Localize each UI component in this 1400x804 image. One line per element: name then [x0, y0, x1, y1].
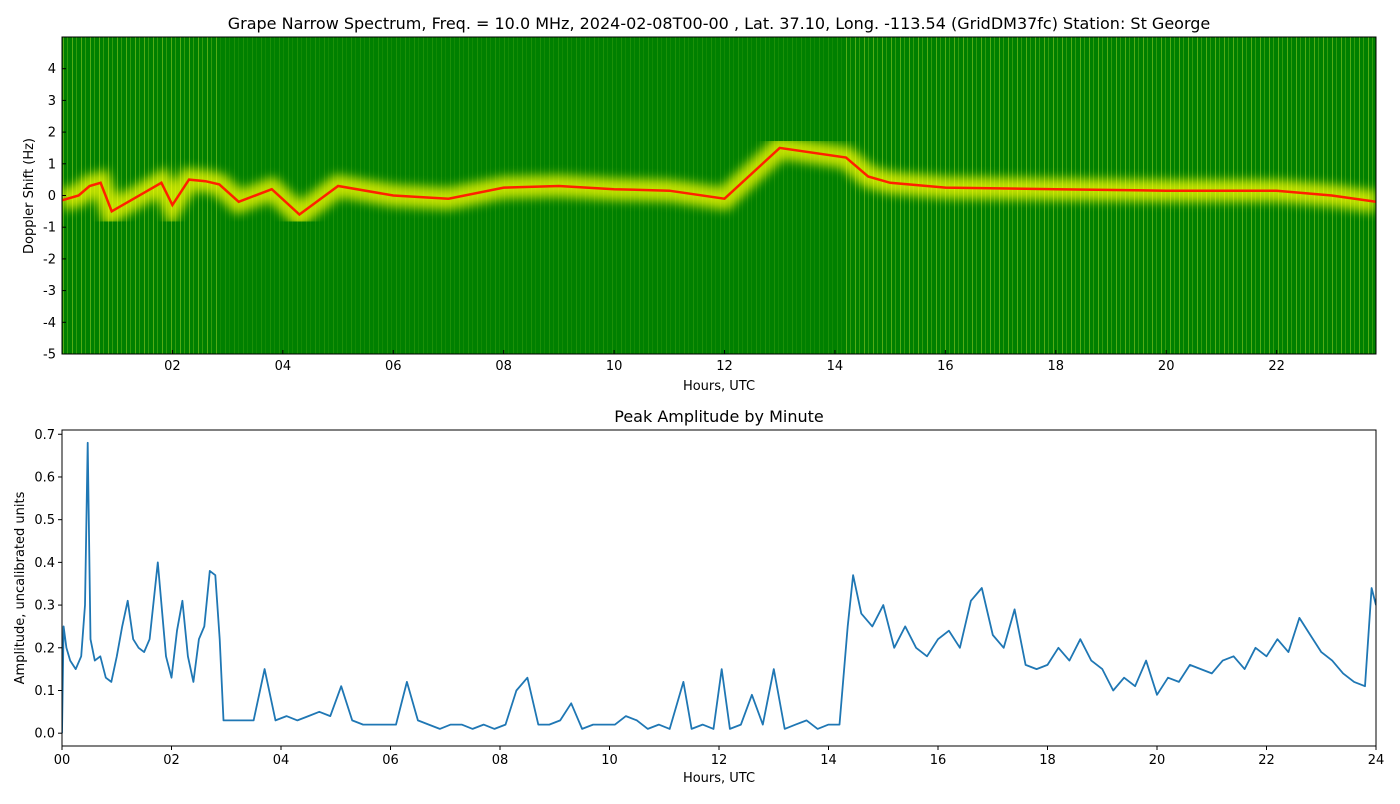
- amplitude-x-tick-label: 24: [1368, 753, 1385, 768]
- amplitude-x-tick-label: 18: [1039, 753, 1056, 768]
- amplitude-x-tick-label: 02: [163, 753, 180, 768]
- amplitude-y-label: Amplitude, uncalibrated units: [13, 491, 28, 684]
- spectrum-y-tick-label: 4: [48, 62, 56, 77]
- amplitude-panel: Peak Amplitude by Minute 00 02 04 06 08 10 12 1…: [13, 407, 1384, 786]
- series-line-amplitude: [62, 441, 1376, 734]
- amplitude-title: Peak Amplitude by Minute: [614, 407, 824, 426]
- spectrum-plot-area: [62, 37, 1376, 354]
- spectrum-y-tick-label: -2: [43, 252, 56, 267]
- amplitude-y-tick-label: 0.3: [34, 599, 55, 614]
- spectrum-y-tick-label: -1: [43, 221, 56, 236]
- spectrum-y-tick-label: 2: [48, 126, 56, 141]
- amplitude-y-tick-label: 0.1: [34, 684, 55, 699]
- spectrum-x-tick-label: 06: [385, 359, 402, 374]
- spectrum-y-tick-label: -4: [43, 316, 56, 331]
- spectrum-y-label: Doppler Shift (Hz): [22, 138, 37, 254]
- spectrum-x-tick-label: 22: [1268, 359, 1285, 374]
- spectrum-y-tick-label: 1: [48, 157, 56, 172]
- spectrum-x-tick-label: 08: [495, 359, 512, 374]
- spectrum-x-tick-label: 20: [1158, 359, 1175, 374]
- amplitude-y-ticks: 0.0 0.1 0.2 0.3 0.4 0.5 0.6 0.7: [34, 428, 62, 742]
- spectrum-y-tick-label: 3: [48, 94, 56, 109]
- amplitude-x-tick-label: 00: [54, 753, 71, 768]
- amplitude-x-tick-label: 16: [930, 753, 947, 768]
- amplitude-y-tick-label: 0.0: [34, 727, 55, 742]
- amplitude-x-tick-label: 20: [1149, 753, 1166, 768]
- spectrum-x-tick-label: 10: [606, 359, 623, 374]
- spectrum-title: Grape Narrow Spectrum, Freq. = 10.0 MHz,…: [228, 14, 1211, 33]
- amplitude-y-tick-label: 0.7: [34, 428, 55, 443]
- amplitude-y-tick-label: 0.5: [34, 513, 55, 528]
- spectrum-x-tick-label: 02: [164, 359, 181, 374]
- spectrum-x-tick-label: 16: [937, 359, 954, 374]
- doppler-trace: [62, 146, 1376, 217]
- amplitude-x-tick-label: 14: [820, 753, 837, 768]
- amplitude-x-tick-label: 10: [601, 753, 618, 768]
- amplitude-x-tick-label: 06: [382, 753, 399, 768]
- spectrum-y-tick-label: -3: [43, 284, 56, 299]
- amplitude-y-tick-label: 0.6: [34, 470, 55, 485]
- spectrum-x-tick-label: 04: [275, 359, 292, 374]
- amplitude-x-ticks: 00 02 04 06 08 10 12 14 16 18 20 22 24: [54, 746, 1385, 768]
- amplitude-x-tick-label: 08: [492, 753, 509, 768]
- amplitude-y-tick-label: 0.4: [34, 556, 55, 571]
- amplitude-x-tick-label: 22: [1258, 753, 1275, 768]
- spectrum-y-tick-label: 0: [48, 189, 56, 204]
- spectrum-x-ticks: 02 04 06 08 10 12 14 16 18 20 22: [164, 350, 1285, 374]
- amplitude-y-tick-label: 0.2: [34, 641, 55, 656]
- spectrum-y-tick-label: -5: [43, 348, 56, 363]
- spectrum-x-label: Hours, UTC: [683, 379, 755, 394]
- amplitude-x-tick-label: 12: [711, 753, 728, 768]
- spectrum-x-tick-label: 18: [1048, 359, 1065, 374]
- spectrum-panel: Grape Narrow Spectrum, Freq. = 10.0 MHz,…: [22, 14, 1377, 394]
- amplitude-plot-area: [62, 441, 1376, 734]
- amplitude-x-tick-label: 04: [273, 753, 290, 768]
- spectrum-x-tick-label: 14: [827, 359, 844, 374]
- spectrum-y-ticks: -5 -4 -3 -2 -1 0 1 2 3 4: [43, 62, 66, 363]
- spectrum-x-tick-label: 12: [716, 359, 733, 374]
- amplitude-x-label: Hours, UTC: [683, 771, 755, 786]
